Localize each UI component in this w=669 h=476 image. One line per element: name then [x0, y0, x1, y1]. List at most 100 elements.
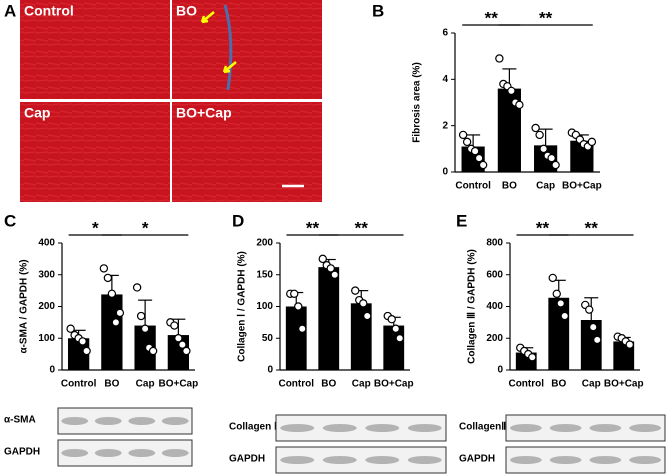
data-point	[148, 346, 158, 356]
data-point	[585, 305, 594, 314]
data-point	[495, 54, 504, 63]
panel-label: C	[4, 211, 16, 230]
data-point	[539, 144, 548, 154]
histology-image	[172, 0, 322, 99]
blot-band	[322, 456, 357, 464]
x-tick-label: Control	[455, 181, 491, 192]
blot-band	[94, 449, 122, 457]
blot-band	[280, 456, 315, 464]
y-tick-label: 150	[256, 269, 273, 280]
blot-band	[509, 456, 542, 464]
data-point	[140, 324, 150, 333]
panel-label: D	[232, 211, 244, 230]
data-point	[589, 322, 598, 332]
y-tick-label: 100	[38, 333, 55, 344]
data-point	[478, 160, 488, 170]
x-tick-label: Control	[508, 379, 544, 390]
data-point	[625, 340, 634, 349]
data-point	[507, 86, 516, 96]
data-point	[170, 321, 179, 330]
blot-band	[365, 424, 400, 432]
data-point	[551, 160, 560, 170]
data-point	[547, 153, 556, 163]
data-point	[107, 289, 117, 298]
blot-band	[589, 456, 622, 464]
panel-label: E	[456, 211, 467, 230]
data-point	[115, 308, 125, 318]
blot-band	[407, 456, 442, 464]
blot-band	[589, 424, 622, 432]
x-tick-label: Cap	[136, 379, 155, 390]
y-axis-label: α-SMA / GAPDH (%)	[19, 259, 30, 353]
blot-band	[161, 417, 189, 425]
y-tick-label: 0	[49, 365, 55, 376]
histology-image	[20, 102, 170, 202]
data-point	[326, 264, 335, 273]
bar	[548, 297, 570, 370]
y-tick-label: 300	[38, 269, 55, 280]
bar	[497, 88, 521, 172]
data-point	[78, 337, 87, 346]
data-point	[294, 302, 303, 311]
blot-band	[94, 417, 122, 425]
blot-label: GAPDH	[459, 454, 495, 465]
x-tick-label: Cap	[582, 379, 601, 390]
data-point	[298, 324, 307, 333]
y-tick-label: 0	[497, 365, 503, 376]
blot-band	[407, 424, 442, 432]
data-point	[99, 264, 109, 273]
blot-band	[128, 417, 156, 425]
blot-band	[322, 424, 357, 432]
image-label: Cap	[24, 105, 50, 121]
histology-image	[20, 0, 170, 99]
significance-label: *	[142, 218, 149, 237]
blot-label: GAPDH	[4, 447, 40, 458]
significance-label: **	[355, 218, 369, 237]
data-point	[111, 318, 121, 327]
y-axis-label: Fibrosis area (%)	[412, 62, 423, 143]
x-tick-label: BO	[551, 379, 566, 390]
data-point	[182, 346, 191, 356]
blot-band	[549, 424, 582, 432]
image-label: BO+Cap	[176, 105, 232, 121]
bar	[285, 306, 307, 370]
bar	[67, 338, 90, 370]
y-tick-label: 0	[267, 365, 273, 376]
bar	[318, 267, 340, 370]
y-tick-label: 4	[442, 74, 448, 85]
data-point	[290, 289, 299, 298]
arrow	[200, 11, 215, 24]
data-point	[66, 324, 75, 333]
blot-band	[629, 456, 662, 464]
data-point	[515, 100, 524, 110]
data-point	[531, 123, 540, 133]
bar	[580, 319, 602, 370]
significance-label: **	[585, 218, 599, 237]
blot-band	[365, 456, 400, 464]
y-tick-label: 0	[442, 167, 448, 178]
significance-label: **	[306, 218, 320, 237]
y-tick-label: 200	[38, 301, 55, 312]
data-point	[552, 289, 561, 298]
blot-band	[509, 424, 542, 432]
panel-label: A	[4, 1, 16, 20]
y-tick-label: 800	[486, 238, 503, 249]
data-point	[458, 130, 468, 140]
x-tick-label: Control	[278, 379, 314, 390]
data-point	[132, 283, 142, 292]
panel-label: B	[372, 1, 384, 20]
blot-band	[161, 449, 189, 457]
blot-band	[629, 424, 662, 432]
data-point	[395, 334, 404, 343]
significance-label: **	[536, 218, 550, 237]
image-label: BO	[176, 3, 197, 19]
x-tick-label: BO	[502, 181, 517, 192]
x-tick-label: Cap	[352, 379, 371, 390]
image-label: Control	[24, 3, 74, 19]
y-tick-label: 200	[486, 333, 503, 344]
blot-band	[280, 424, 315, 432]
blot-band	[128, 449, 156, 457]
x-tick-label: Cap	[536, 181, 555, 192]
y-axis-label: Collagen Ⅰ / GAPDH (%)	[237, 251, 248, 362]
